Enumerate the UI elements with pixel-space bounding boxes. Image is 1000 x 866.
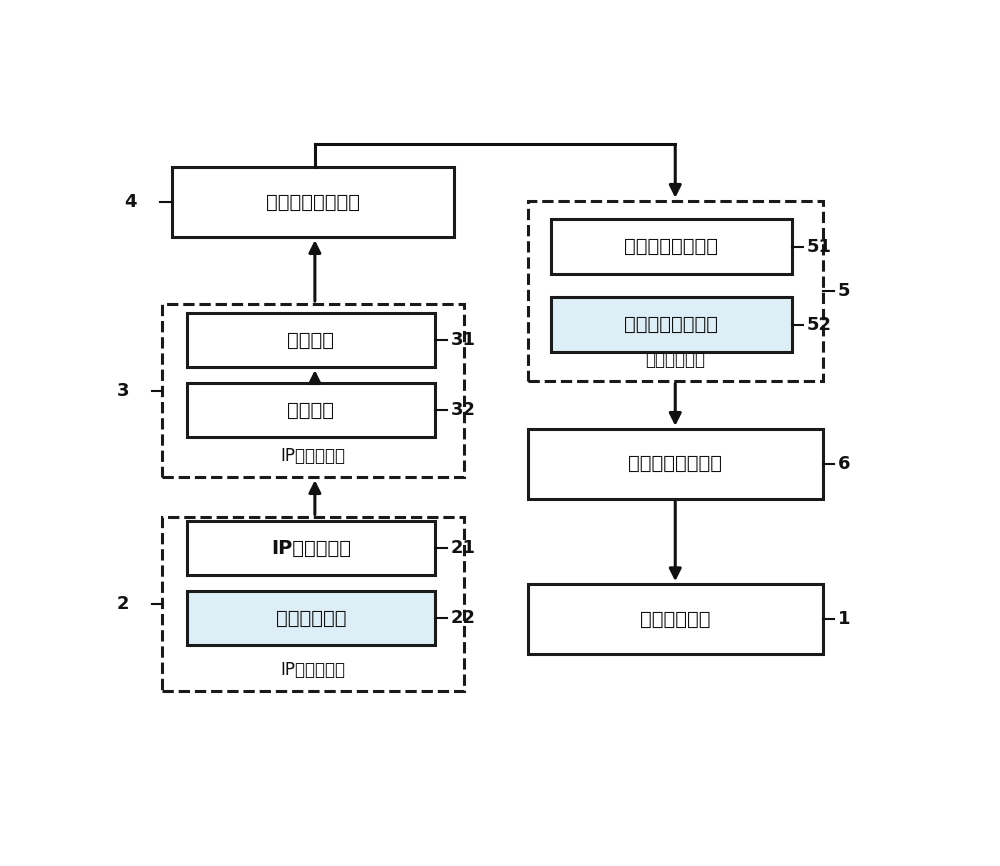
- Text: IP核编码模组: IP核编码模组: [281, 448, 346, 465]
- Bar: [551, 219, 792, 274]
- Text: 输入路径计算模块: 输入路径计算模块: [624, 237, 718, 256]
- Text: 22: 22: [450, 609, 476, 627]
- Bar: [528, 584, 822, 654]
- Text: 映射模块: 映射模块: [288, 331, 334, 350]
- Text: 输出端口分配模组: 输出端口分配模组: [628, 454, 722, 473]
- Text: 31: 31: [450, 331, 476, 349]
- Bar: [528, 201, 822, 381]
- Bar: [187, 313, 435, 367]
- Text: IP核选择模块: IP核选择模块: [271, 539, 351, 558]
- Text: 4: 4: [124, 193, 137, 211]
- Text: 编码模块: 编码模块: [288, 400, 334, 419]
- Text: 3: 3: [116, 382, 129, 399]
- Text: 输入端口分配模组: 输入端口分配模组: [266, 193, 360, 212]
- Bar: [528, 429, 822, 499]
- Text: 52: 52: [807, 315, 832, 333]
- Text: 路径算法模组: 路径算法模组: [645, 351, 705, 369]
- Text: 输出路径计算模块: 输出路径计算模块: [624, 315, 718, 334]
- Bar: [187, 591, 435, 645]
- Bar: [172, 167, 454, 237]
- Text: IP核提取模组: IP核提取模组: [281, 661, 346, 679]
- Bar: [187, 520, 435, 575]
- Text: 21: 21: [450, 539, 476, 557]
- Text: 51: 51: [807, 237, 832, 255]
- Text: 5: 5: [838, 281, 850, 300]
- Text: 2: 2: [116, 595, 129, 613]
- Bar: [551, 297, 792, 352]
- Text: 1: 1: [838, 610, 850, 628]
- Bar: [162, 517, 464, 691]
- Bar: [162, 304, 464, 477]
- Text: 6: 6: [838, 455, 850, 473]
- Bar: [187, 383, 435, 437]
- Text: 参数采集模块: 参数采集模块: [276, 609, 346, 628]
- Text: 数据分析模组: 数据分析模组: [640, 610, 710, 629]
- Text: 32: 32: [450, 401, 476, 419]
